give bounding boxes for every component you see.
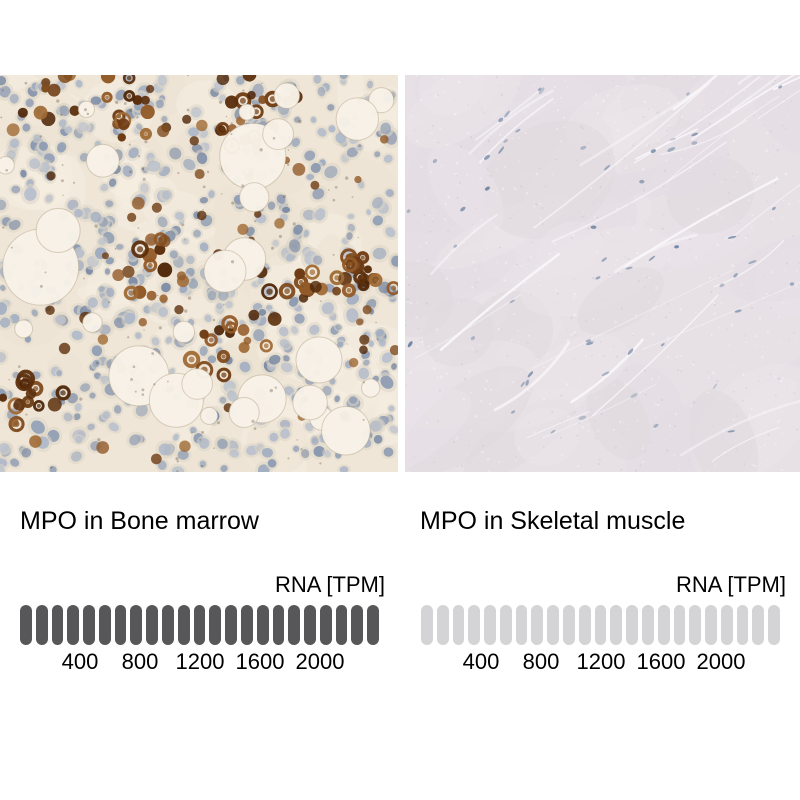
tick-label: 2000 — [696, 649, 746, 674]
gauge-segment — [83, 605, 95, 645]
rna-expression-gauge-bone-marrow: RNA [TPM] 400 800 1200 1600 2000 — [20, 574, 385, 684]
gauge-segment — [515, 605, 528, 645]
gauge-segment — [288, 605, 301, 645]
gauge-segment — [720, 605, 733, 645]
gauge-segment — [594, 605, 607, 645]
gauge-segment — [689, 605, 702, 645]
tick-label: 2000 — [295, 649, 345, 674]
rna-expression-gauge-skeletal-muscle: RNA [TPM] 400 800 1200 1600 2000 — [421, 574, 786, 684]
gauge-segment — [114, 605, 127, 645]
gauge-segment — [367, 605, 379, 645]
tick-label: 1600 — [636, 649, 686, 674]
gauge-segment — [225, 605, 237, 645]
tick-label: 400 — [61, 649, 99, 674]
gauge-segment — [67, 605, 80, 645]
gauge-segment — [468, 605, 481, 645]
bone-marrow-micrograph — [0, 75, 398, 472]
gauge-segment — [335, 605, 348, 645]
tick-label: 1600 — [235, 649, 285, 674]
gauge-segment — [421, 605, 433, 645]
gauge-segment — [452, 605, 465, 645]
gauge-segment — [177, 605, 190, 645]
gauge-segment — [98, 605, 111, 645]
gauge-segment — [736, 605, 749, 645]
gauge-segment — [563, 605, 575, 645]
rna-tpm-axis-label: RNA [TPM] — [675, 572, 786, 597]
gauge-segment — [499, 605, 512, 645]
gauge-segment — [436, 605, 449, 645]
gauge-segments-row — [20, 605, 379, 645]
rna-tpm-axis-label: RNA [TPM] — [274, 572, 385, 597]
panel-title-bone-marrow: MPO in Bone marrow — [20, 507, 259, 535]
panel-title-skeletal-muscle: MPO in Skeletal muscle — [420, 507, 686, 535]
gauge-segment — [351, 605, 364, 645]
gauge-segment — [193, 605, 206, 645]
tick-label: 800 — [522, 649, 560, 674]
gauge-segment — [256, 605, 269, 645]
gauge-segment — [209, 605, 222, 645]
gauge-segment — [304, 605, 316, 645]
tick-label: 1200 — [175, 649, 225, 674]
tick-label: 1200 — [576, 649, 626, 674]
gauge-segment — [705, 605, 717, 645]
gauge-segment — [272, 605, 285, 645]
gauge-segment — [531, 605, 544, 645]
gauge-segment — [130, 605, 143, 645]
gauge-segment — [657, 605, 670, 645]
gauge-segment — [146, 605, 159, 645]
gauge-segments-row — [421, 605, 780, 645]
gauge-segment — [484, 605, 496, 645]
gauge-segment — [20, 605, 32, 645]
tick-label: 400 — [462, 649, 500, 674]
gauge-segment — [162, 605, 174, 645]
gauge-segment — [51, 605, 64, 645]
gauge-segment — [626, 605, 638, 645]
gauge-segment — [752, 605, 765, 645]
tick-label: 800 — [121, 649, 159, 674]
gauge-segment — [641, 605, 654, 645]
gauge-segment — [319, 605, 332, 645]
gauge-segment — [768, 605, 780, 645]
skeletal-muscle-micrograph — [405, 75, 800, 472]
gauge-segment — [547, 605, 560, 645]
gauge-segment — [240, 605, 253, 645]
gauge-segment — [610, 605, 623, 645]
gauge-segment — [578, 605, 591, 645]
gauge-tick-row: 400 800 1200 1600 2000 — [20, 651, 379, 675]
gauge-segment — [35, 605, 48, 645]
gauge-tick-row: 400 800 1200 1600 2000 — [421, 651, 780, 675]
gauge-segment — [673, 605, 686, 645]
